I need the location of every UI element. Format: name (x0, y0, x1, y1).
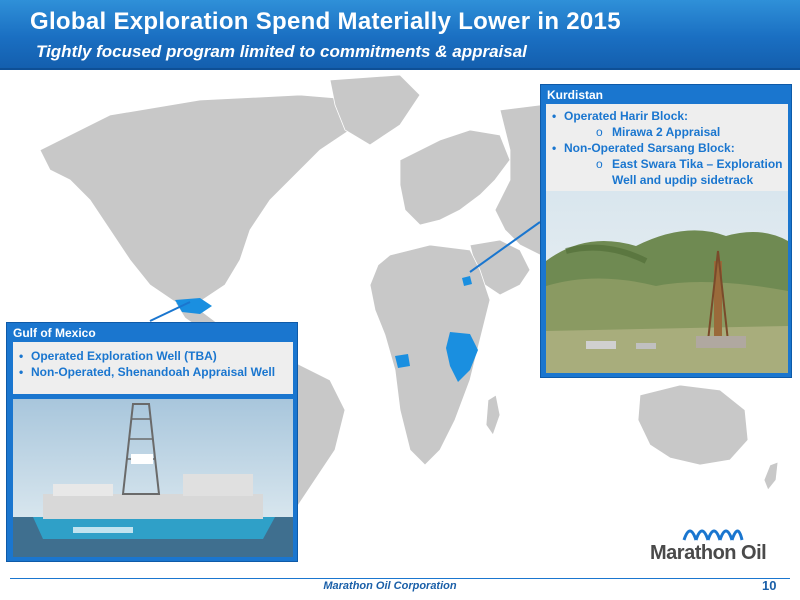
new-zealand-shape (763, 461, 779, 491)
west-africa-highlight (395, 354, 410, 368)
north-america-shape (39, 94, 361, 306)
page-number: 10 (762, 578, 777, 593)
marathon-oil-logo: Marathon Oil (650, 520, 790, 570)
gulf-bullet-1: Operated Exploration Well (TBA) (17, 348, 289, 364)
drillship-photo (13, 399, 293, 557)
footer-company: Marathon Oil Corporation (323, 580, 457, 592)
slide-header: Global Exploration Spend Materially Lowe… (0, 0, 800, 70)
kurdistan-sub-1: o Mirawa 2 Appraisal (596, 125, 721, 139)
madagascar-shape (485, 394, 501, 436)
gulf-panel-title: Gulf of Mexico (13, 326, 96, 340)
slide-title: Global Exploration Spend Materially Lowe… (30, 8, 621, 35)
kurdistan-rig-photo (546, 191, 788, 373)
kurdistan-highlight (462, 276, 472, 286)
gulf-bullet-2: Non-Operated, Shenandoah Appraisal Well (17, 364, 289, 380)
sub-bullet-marker: o (596, 157, 603, 171)
kurdistan-panel: Kurdistan Operated Harir Block: oMirawa … (540, 84, 792, 378)
kurdistan-bullet-1: Operated Harir Block: (550, 108, 784, 124)
kurdistan-sub-2: o East Swara Tika – Exploration (596, 157, 783, 171)
slide-subtitle: Tightly focused program limited to commi… (36, 42, 527, 61)
greenland-shape (329, 74, 421, 146)
gulf-text-box: Operated Exploration Well (TBA) Non-Oper… (13, 342, 293, 394)
marathon-wave-icon (682, 529, 744, 541)
europe-shape (399, 129, 511, 226)
gulf-of-mexico-highlight (175, 298, 212, 314)
kurdistan-callout-line (469, 221, 541, 273)
australia-shape (637, 384, 749, 466)
sub-bullet-marker: o (596, 125, 603, 139)
kurdistan-sub-2-cont: Well and updip sidetrack (612, 173, 754, 187)
east-africa-highlight (446, 332, 478, 382)
gulf-callout-line (149, 301, 191, 322)
logo-wordmark: Marathon Oil (650, 542, 767, 564)
kurdistan-bullet-2: Non-Operated Sarsang Block: (550, 140, 784, 156)
kurdistan-panel-title: Kurdistan (547, 88, 604, 102)
footer-divider (10, 578, 790, 579)
gulf-of-mexico-panel: Gulf of Mexico Operated Exploration Well… (6, 322, 298, 562)
